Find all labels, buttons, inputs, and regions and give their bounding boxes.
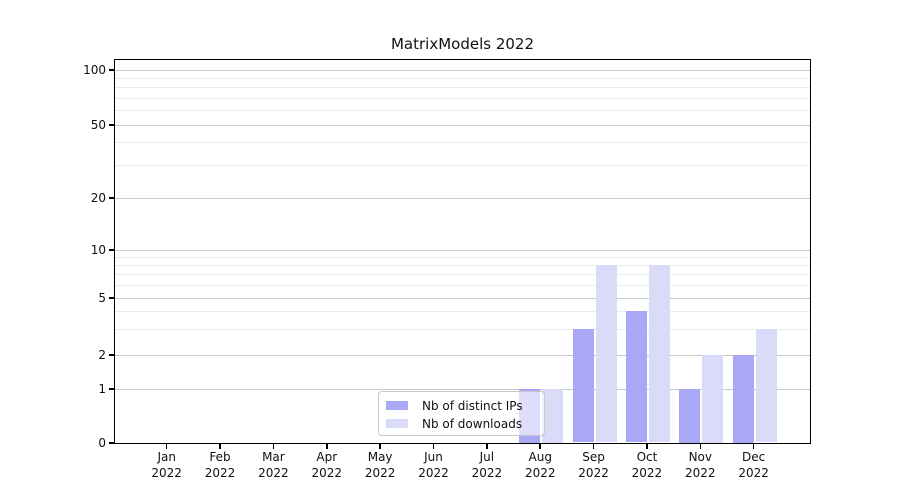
minor-gridline-40 — [114, 142, 810, 144]
minor-gridline-9 — [114, 256, 810, 258]
x-tick-label-dec: Dec 2022 — [738, 450, 769, 480]
bar-distinct-ips-nov — [679, 388, 701, 443]
x-tick-label-may: May 2022 — [364, 450, 396, 480]
y-tick-1 — [109, 388, 114, 390]
y-tick-label-10: 10 — [90, 243, 106, 257]
x-tick-label-apr: Apr 2022 — [311, 450, 343, 480]
bar-distinct-ips-dec — [732, 354, 754, 443]
x-tick-label-nov: Nov 2022 — [685, 450, 716, 480]
x-tick-apr — [326, 443, 328, 449]
plot-area: Nb of distinct IPs Nb of downloads — [113, 58, 811, 444]
major-gridline-100 — [114, 69, 810, 71]
major-gridline-2 — [114, 354, 810, 356]
y-tick-5 — [109, 297, 114, 299]
minor-gridline-6 — [114, 284, 810, 286]
minor-gridline-4 — [114, 311, 810, 313]
minor-gridline-8 — [114, 264, 810, 266]
x-tick-jan — [165, 443, 168, 449]
x-tick-feb — [219, 443, 221, 449]
minor-gridline-80 — [114, 87, 810, 89]
y-tick-label-5: 5 — [98, 291, 106, 305]
x-tick-label-mar: Mar 2022 — [258, 450, 289, 480]
y-tick-100 — [109, 69, 114, 71]
y-tick-label-50: 50 — [90, 118, 106, 132]
x-tick-jun — [432, 443, 435, 449]
bar-downloads-oct — [648, 264, 670, 443]
x-tick-dec — [752, 443, 755, 449]
x-tick-oct — [646, 443, 648, 449]
minor-gridline-90 — [114, 77, 810, 79]
legend-item-downloads: Nb of downloads — [386, 417, 522, 431]
x-tick-mar — [272, 443, 275, 449]
x-tick-label-oct: Oct 2022 — [631, 450, 663, 480]
chart-title: MatrixModels 2022 — [390, 35, 535, 53]
x-tick-jul — [486, 443, 488, 449]
bar-downloads-nov — [702, 354, 724, 443]
y-tick-10 — [109, 249, 114, 251]
minor-gridline-7 — [114, 274, 810, 276]
x-tick-nov — [699, 443, 702, 449]
legend-swatch-distinct-ips — [386, 401, 408, 410]
x-tick-label-jul: Jul 2022 — [471, 450, 503, 480]
minor-gridline-3 — [114, 329, 810, 331]
x-tick-label-feb: Feb 2022 — [204, 450, 236, 480]
major-gridline-50 — [114, 124, 810, 126]
bar-downloads-dec — [755, 329, 777, 443]
legend: Nb of distinct IPs Nb of downloads — [378, 391, 545, 436]
y-tick-label-2: 2 — [98, 348, 106, 362]
x-tick-aug — [539, 443, 541, 449]
major-gridline-5 — [114, 297, 810, 299]
x-tick-label-jan: Jan 2022 — [151, 450, 182, 480]
y-tick-label-20: 20 — [90, 191, 106, 205]
legend-item-distinct-ips: Nb of distinct IPs — [386, 399, 523, 413]
legend-label-downloads: Nb of downloads — [422, 416, 523, 431]
x-tick-may — [379, 443, 381, 449]
bar-downloads-sep — [595, 264, 617, 443]
y-tick-20 — [109, 197, 114, 199]
bar-downloads-aug — [542, 388, 564, 443]
bar-distinct-ips-oct — [625, 311, 647, 443]
legend-swatch-downloads — [386, 419, 408, 428]
x-tick-label-jun: Jun 2022 — [418, 450, 449, 480]
y-tick-label-1: 1 — [98, 382, 106, 396]
major-gridline-1 — [114, 388, 810, 390]
major-gridline-20 — [114, 197, 810, 199]
y-tick-label-100: 100 — [83, 63, 106, 77]
y-tick-50 — [109, 124, 114, 126]
major-gridline-10 — [114, 249, 810, 251]
legend-label-distinct-ips: Nb of distinct IPs — [422, 398, 523, 413]
bar-distinct-ips-sep — [572, 329, 594, 443]
minor-gridline-70 — [114, 97, 810, 99]
x-tick-sep — [592, 443, 595, 449]
y-tick-0 — [109, 442, 114, 444]
minor-gridline-30 — [114, 165, 810, 167]
y-tick-2 — [109, 354, 114, 356]
y-tick-label-0: 0 — [98, 436, 106, 450]
minor-gridline-60 — [114, 110, 810, 112]
x-tick-label-sep: Sep 2022 — [578, 450, 609, 480]
x-tick-label-aug: Aug 2022 — [524, 450, 556, 480]
